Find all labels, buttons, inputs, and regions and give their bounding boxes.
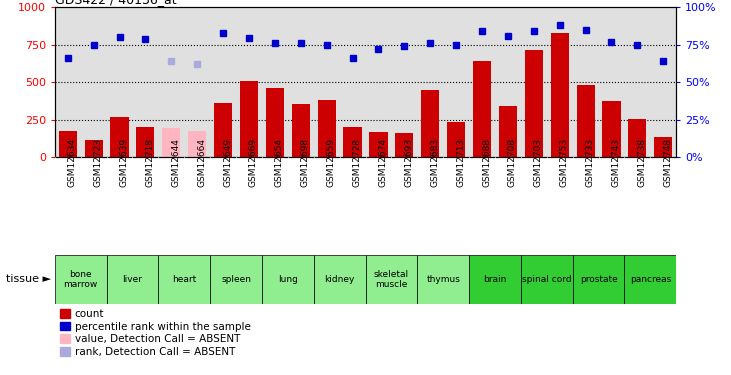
Text: GSM12674: GSM12674	[379, 138, 387, 187]
Bar	[110, 117, 129, 158]
Bar	[624, 255, 676, 304]
Text: pancreas: pancreas	[629, 275, 671, 284]
Bar	[314, 255, 366, 304]
Text: GSM12748: GSM12748	[663, 138, 673, 187]
Bar	[55, 255, 107, 304]
Text: heart: heart	[172, 275, 197, 284]
Text: GSM12708: GSM12708	[508, 138, 517, 187]
Bar	[162, 128, 181, 158]
Text: GDS422 / 40136_at: GDS422 / 40136_at	[55, 0, 176, 6]
Bar	[628, 119, 646, 158]
Text: GSM12733: GSM12733	[586, 138, 594, 187]
Bar	[550, 33, 569, 158]
Text: kidney: kidney	[325, 275, 355, 284]
Bar	[85, 140, 103, 158]
Text: spinal cord: spinal cord	[522, 275, 572, 284]
Bar	[447, 122, 465, 158]
Text: prostate: prostate	[580, 275, 618, 284]
Text: liver: liver	[123, 275, 143, 284]
Bar	[369, 132, 387, 158]
Text: GSM12639: GSM12639	[120, 138, 129, 187]
Bar	[417, 255, 469, 304]
Text: GSM12693: GSM12693	[404, 138, 413, 187]
Bar	[211, 255, 262, 304]
Bar	[577, 86, 594, 158]
Text: GSM12738: GSM12738	[637, 138, 646, 187]
Bar	[499, 106, 517, 158]
Text: lung: lung	[278, 275, 298, 284]
Bar	[262, 255, 314, 304]
Text: GSM12654: GSM12654	[275, 138, 284, 187]
Text: GSM12718: GSM12718	[145, 138, 154, 187]
Text: skeletal
muscle: skeletal muscle	[374, 270, 409, 289]
Bar	[266, 88, 284, 158]
Bar	[188, 131, 206, 158]
Bar	[473, 62, 491, 158]
Bar	[214, 103, 232, 158]
Bar	[366, 255, 417, 304]
Bar	[395, 133, 414, 158]
Text: brain: brain	[483, 275, 507, 284]
Bar	[421, 90, 439, 158]
Text: GSM12669: GSM12669	[249, 138, 258, 187]
Text: GSM12664: GSM12664	[197, 138, 206, 187]
Text: GSM12723: GSM12723	[94, 138, 102, 187]
Bar	[525, 50, 543, 158]
Text: spleen: spleen	[221, 275, 251, 284]
Bar	[469, 255, 520, 304]
Bar	[240, 81, 258, 158]
Bar	[58, 131, 77, 158]
Legend: count, percentile rank within the sample, value, Detection Call = ABSENT, rank, : count, percentile rank within the sample…	[60, 309, 251, 357]
Text: GSM12649: GSM12649	[223, 138, 232, 187]
Bar	[292, 104, 310, 158]
Text: GSM12688: GSM12688	[482, 138, 491, 187]
Bar	[107, 255, 159, 304]
Text: bone
marrow: bone marrow	[64, 270, 98, 289]
Text: GSM12743: GSM12743	[611, 138, 621, 187]
Bar	[521, 255, 572, 304]
Text: GSM12728: GSM12728	[352, 138, 362, 187]
Bar	[602, 101, 621, 158]
Bar	[654, 137, 673, 158]
Text: GSM12713: GSM12713	[456, 138, 465, 187]
Text: GSM12703: GSM12703	[534, 138, 543, 187]
Bar	[317, 100, 336, 158]
Text: GSM12634: GSM12634	[68, 138, 77, 187]
Text: GSM12753: GSM12753	[560, 138, 569, 187]
Bar	[572, 255, 624, 304]
Text: GSM12698: GSM12698	[300, 138, 310, 187]
Text: tissue ►: tissue ►	[6, 274, 51, 284]
Text: GSM12683: GSM12683	[431, 138, 439, 187]
Text: GSM12659: GSM12659	[327, 138, 336, 187]
Text: GSM12644: GSM12644	[171, 138, 181, 187]
Text: thymus: thymus	[426, 275, 460, 284]
Bar	[159, 255, 211, 304]
Bar	[137, 127, 154, 158]
Bar	[344, 128, 362, 158]
